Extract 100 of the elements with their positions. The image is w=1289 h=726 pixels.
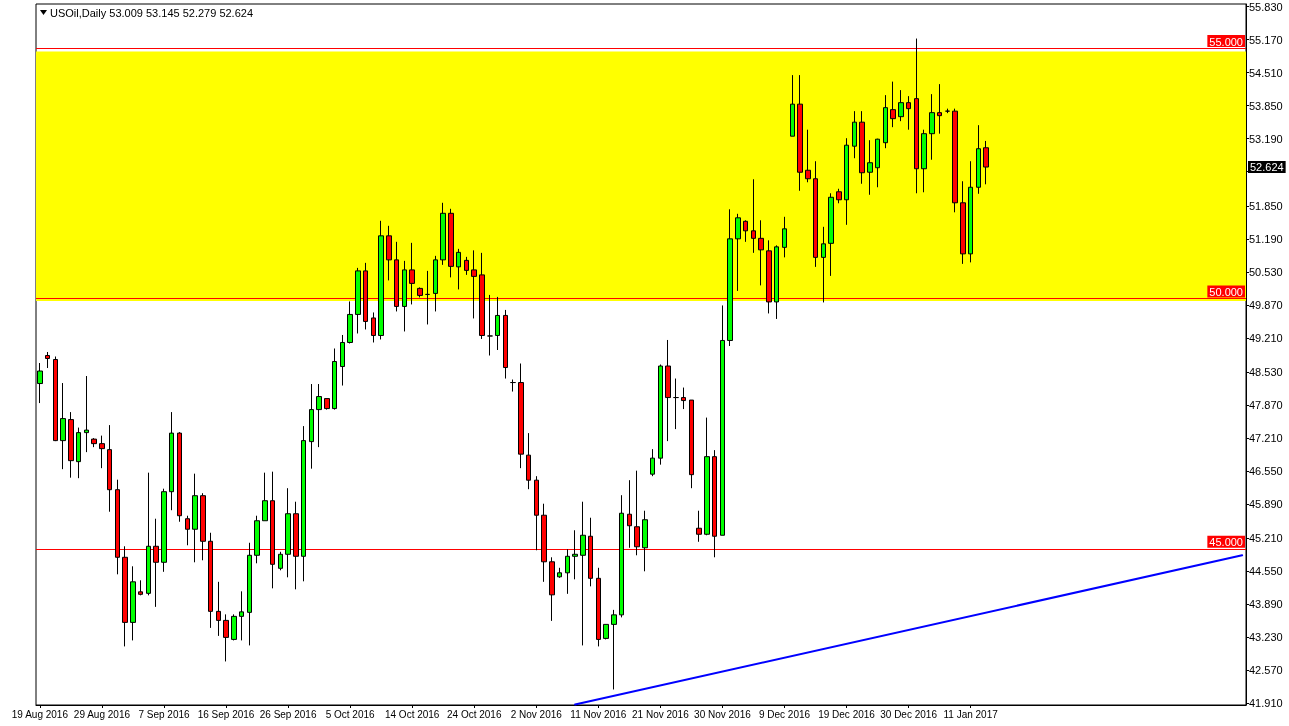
candlestick bbox=[487, 294, 493, 356]
candlestick bbox=[735, 213, 741, 292]
y-tick-label: 55.170 bbox=[1249, 33, 1283, 46]
y-tick-label: 53.190 bbox=[1249, 132, 1283, 145]
candlestick bbox=[580, 501, 586, 646]
candlestick bbox=[456, 248, 461, 290]
ref-line-label: 45.000 bbox=[1209, 536, 1243, 549]
x-tick-label: 16 Sep 2016 bbox=[197, 708, 255, 720]
candlestick bbox=[378, 220, 384, 340]
candlestick bbox=[572, 529, 578, 580]
candlestick bbox=[665, 339, 671, 442]
candlestick bbox=[797, 74, 803, 192]
candlestick bbox=[518, 363, 524, 469]
candlestick bbox=[177, 431, 182, 523]
candlestick bbox=[642, 510, 648, 572]
x-tick-label: 30 Dec 2016 bbox=[880, 708, 938, 720]
candlestick bbox=[790, 74, 795, 137]
candlestick bbox=[161, 488, 167, 573]
chart-title: USOil,Daily 53.009 53.145 52.279 52.624 bbox=[50, 6, 254, 19]
y-tick-label: 54.510 bbox=[1249, 66, 1283, 79]
candlestick bbox=[107, 424, 112, 513]
candlestick bbox=[976, 124, 981, 195]
ref-line-label: 50.000 bbox=[1209, 285, 1243, 298]
candlestick bbox=[316, 383, 322, 448]
y-tick-label: 50.530 bbox=[1249, 265, 1283, 278]
y-tick-label: 41.910 bbox=[1249, 697, 1283, 710]
candlestick bbox=[836, 188, 842, 204]
candlestick bbox=[309, 383, 314, 470]
candlestick bbox=[355, 267, 361, 334]
candlestick bbox=[751, 178, 756, 254]
y-tick-label: 46.550 bbox=[1249, 465, 1283, 478]
candlestick bbox=[720, 304, 725, 536]
candlestick bbox=[867, 139, 873, 196]
y-tick-label: 49.870 bbox=[1249, 298, 1283, 311]
candlestick bbox=[76, 427, 81, 479]
candlestick bbox=[898, 89, 904, 122]
candlestick bbox=[239, 590, 244, 641]
candlestick bbox=[968, 160, 973, 263]
candlestick bbox=[727, 208, 733, 347]
candlestick bbox=[386, 225, 392, 281]
candlestick bbox=[603, 623, 609, 640]
candlestick bbox=[60, 382, 66, 470]
y-tick-label: 55.830 bbox=[1249, 0, 1283, 13]
y-tick-label: 49.210 bbox=[1249, 331, 1283, 344]
candlestick bbox=[371, 311, 376, 343]
candlestick bbox=[689, 399, 694, 489]
candlestick bbox=[844, 137, 849, 226]
candlestick bbox=[495, 296, 500, 351]
x-tick-label: 21 Nov 2016 bbox=[632, 708, 690, 720]
candlestick bbox=[875, 138, 880, 188]
candlestick bbox=[503, 309, 508, 380]
candlestick bbox=[324, 398, 330, 411]
candlestick bbox=[673, 378, 679, 430]
candlestick bbox=[138, 579, 143, 596]
x-tick-label: 19 Aug 2016 bbox=[11, 708, 69, 720]
candlestick bbox=[231, 613, 237, 641]
y-tick-label: 51.190 bbox=[1249, 232, 1283, 245]
candlestick bbox=[619, 494, 624, 618]
candlestick bbox=[402, 260, 407, 332]
x-tick-label: 19 Dec 2016 bbox=[818, 708, 876, 720]
candlestick bbox=[681, 387, 686, 410]
candlestick bbox=[425, 270, 430, 325]
y-tick-label: 47.870 bbox=[1249, 399, 1283, 412]
candlestick bbox=[440, 202, 446, 266]
x-tick-label: 30 Nov 2016 bbox=[694, 708, 752, 720]
candlestick bbox=[557, 567, 562, 579]
candlestick bbox=[91, 437, 97, 448]
candlestick bbox=[828, 192, 834, 277]
x-tick-label: 26 Sep 2016 bbox=[259, 708, 317, 720]
candlestick bbox=[758, 219, 764, 286]
y-tick-label: 48.530 bbox=[1249, 366, 1283, 379]
candlestick bbox=[929, 93, 935, 161]
candlestick bbox=[146, 472, 151, 596]
candlestick bbox=[821, 226, 826, 303]
candlestick bbox=[99, 435, 105, 469]
candlestick bbox=[262, 472, 268, 522]
candlestick bbox=[611, 609, 617, 690]
candlestick bbox=[84, 375, 89, 453]
x-tick-label: 9 Dec 2016 bbox=[758, 708, 811, 720]
candlestick bbox=[565, 548, 570, 595]
candlestick bbox=[952, 108, 958, 213]
candlestick bbox=[278, 551, 283, 571]
candlestick bbox=[859, 110, 865, 185]
y-tick-label: 42.570 bbox=[1249, 664, 1283, 677]
x-tick-label: 24 Oct 2016 bbox=[447, 708, 502, 720]
candlestick bbox=[169, 411, 174, 511]
candlestick bbox=[650, 448, 655, 477]
x-tick-label: 2 Nov 2016 bbox=[510, 708, 563, 720]
candlestick bbox=[247, 542, 252, 646]
candlestick bbox=[216, 581, 221, 637]
y-tick-label: 51.850 bbox=[1249, 199, 1283, 212]
candlestick bbox=[782, 216, 787, 258]
candlestick bbox=[45, 351, 50, 369]
x-tick-label: 7 Sep 2016 bbox=[138, 708, 190, 720]
ref-line-label: 55.000 bbox=[1209, 35, 1243, 48]
x-tick-label: 14 Oct 2016 bbox=[384, 708, 440, 720]
candlestick bbox=[852, 110, 857, 159]
candlestick bbox=[433, 255, 438, 312]
candlestick bbox=[549, 556, 555, 622]
candlestick bbox=[192, 473, 198, 563]
